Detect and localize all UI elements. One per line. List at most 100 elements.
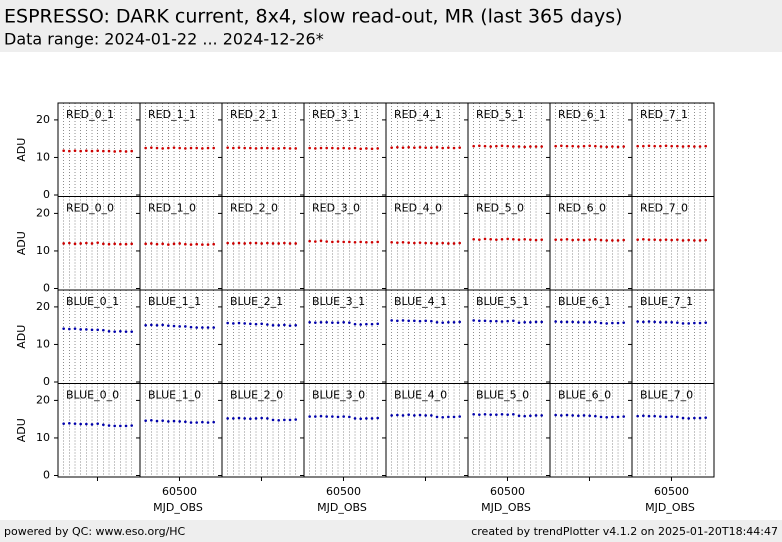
point — [401, 414, 405, 417]
point — [704, 416, 707, 419]
point — [396, 319, 399, 323]
point — [370, 417, 374, 420]
point — [523, 145, 526, 149]
y-tick-label: 0 — [43, 188, 50, 201]
point — [365, 241, 368, 244]
point — [124, 330, 128, 333]
point — [195, 242, 198, 246]
point — [565, 238, 569, 241]
point — [616, 415, 620, 419]
point — [155, 146, 159, 150]
point — [348, 321, 351, 324]
point — [353, 417, 357, 420]
y-tick-label: 0 — [43, 375, 50, 388]
point — [119, 149, 122, 153]
point — [478, 144, 481, 148]
point — [254, 417, 258, 420]
point — [124, 150, 128, 153]
point — [226, 417, 229, 420]
point — [232, 322, 235, 325]
point — [647, 238, 651, 241]
point — [478, 238, 481, 241]
panel-title: BLUE_1_1 — [148, 295, 201, 308]
point — [294, 323, 297, 327]
panel-title: BLUE_6_0 — [558, 389, 611, 402]
point — [73, 327, 77, 330]
y-axis-label: ADU — [15, 138, 28, 162]
point — [130, 330, 133, 333]
point — [124, 424, 128, 428]
point — [447, 415, 450, 419]
point — [294, 418, 297, 421]
point — [85, 328, 88, 331]
point — [664, 415, 668, 419]
point — [681, 416, 685, 420]
point — [413, 319, 416, 323]
panel-title: RED_5_1 — [476, 108, 524, 121]
point — [500, 144, 504, 148]
point — [565, 413, 569, 417]
panel-frame — [631, 383, 715, 478]
point — [206, 421, 210, 424]
point — [172, 419, 176, 423]
point — [401, 241, 405, 244]
point — [452, 415, 456, 419]
point — [594, 320, 597, 324]
point — [370, 147, 374, 151]
point — [79, 149, 82, 153]
point — [319, 146, 323, 150]
point — [260, 322, 263, 326]
point — [681, 322, 685, 325]
panel-title: RED_4_0 — [394, 202, 442, 215]
panel-title: RED_0_1 — [66, 108, 114, 121]
point — [599, 145, 603, 148]
point — [636, 414, 639, 418]
point — [560, 238, 563, 241]
panel-title: BLUE_5_1 — [476, 295, 529, 308]
point — [512, 145, 515, 148]
point — [113, 150, 116, 153]
point — [642, 320, 645, 324]
chart-title: ESPRESSO: DARK current, 8x4, slow read-o… — [4, 6, 623, 28]
point — [571, 320, 574, 324]
panel-title: RED_1_1 — [148, 108, 196, 121]
point — [599, 238, 603, 242]
point — [483, 319, 487, 323]
point — [124, 242, 128, 246]
point — [430, 414, 433, 417]
point — [130, 149, 133, 153]
point — [560, 414, 563, 417]
point — [698, 416, 702, 420]
point — [271, 147, 275, 150]
point — [458, 241, 461, 245]
point — [331, 415, 334, 418]
point — [554, 238, 557, 241]
point — [670, 238, 673, 242]
point — [472, 238, 475, 241]
point — [155, 419, 159, 423]
point — [62, 422, 65, 425]
point — [659, 144, 662, 148]
panel-title: RED_7_0 — [640, 202, 688, 215]
panel-title: RED_2_1 — [230, 108, 278, 121]
point — [107, 424, 111, 427]
point — [642, 414, 645, 418]
point — [90, 149, 94, 153]
point — [642, 144, 645, 148]
point — [232, 146, 235, 150]
point — [594, 144, 597, 148]
point — [62, 242, 65, 245]
point — [517, 145, 521, 148]
point — [424, 414, 427, 417]
y-tick-label: 20 — [36, 113, 50, 126]
point — [102, 423, 105, 427]
point — [359, 417, 362, 421]
point — [435, 415, 439, 419]
point — [370, 241, 374, 244]
point — [130, 242, 133, 246]
point — [184, 325, 187, 328]
point — [243, 322, 246, 325]
point — [260, 146, 263, 150]
point — [342, 240, 345, 244]
point — [249, 417, 252, 421]
